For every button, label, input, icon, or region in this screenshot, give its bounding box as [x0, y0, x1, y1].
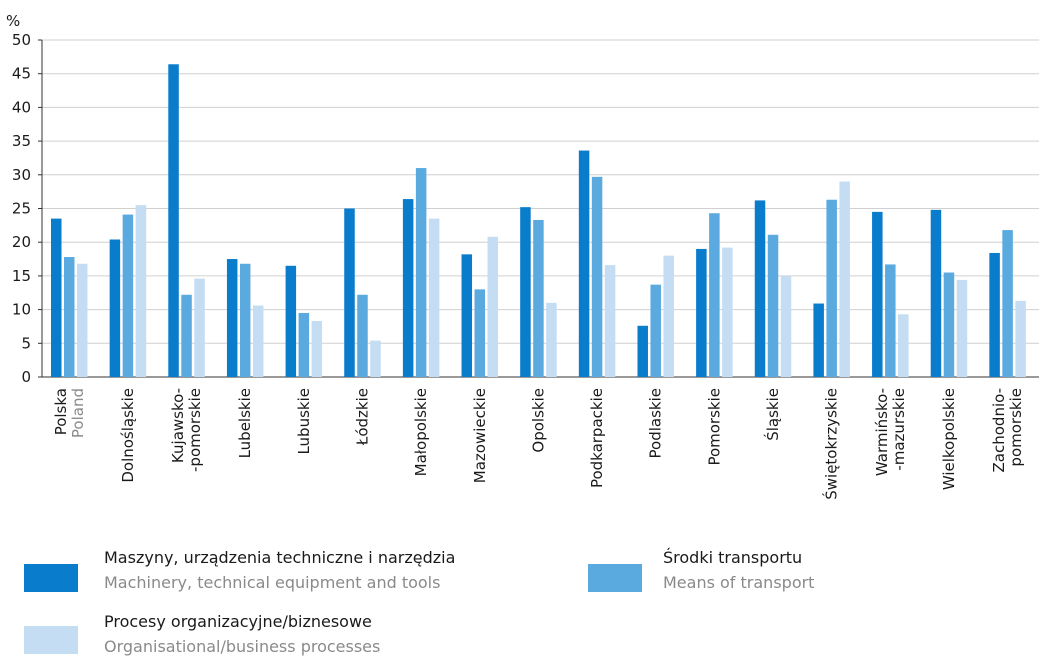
- bar-machinery: [226, 259, 238, 377]
- x-category-label: Wielkopolskie: [940, 388, 958, 490]
- bar-processes: [604, 265, 616, 377]
- bar-machinery: [51, 218, 62, 377]
- bar-chart: % 0 5 10 15 20 25 30 35 40 45 50 Polska Poland Dolnoś…: [6, 12, 1039, 500]
- bar-processes: [311, 321, 323, 377]
- bar-machinery: [872, 211, 883, 377]
- x-category-label: Polska: [52, 388, 70, 435]
- bar-processes: [194, 278, 205, 377]
- bar-machinery: [930, 209, 942, 377]
- bar-machinery: [989, 252, 1000, 377]
- legend-label-machinery: Maszyny, urządzenia techniczne i narzędz…: [104, 548, 456, 567]
- bar-transport: [122, 214, 134, 377]
- y-tick-label: 5: [21, 334, 31, 352]
- bar-transport: [533, 219, 544, 377]
- bar-processes: [77, 263, 88, 377]
- y-tick-label: 10: [12, 301, 31, 319]
- x-category-label: Kujawsko-: [169, 388, 187, 463]
- y-tick-label: 30: [12, 166, 31, 184]
- y-tick-label: 50: [12, 31, 31, 49]
- bar-processes: [370, 340, 381, 377]
- x-category-label: Mazowieckie: [471, 388, 489, 483]
- legend-label-transport-en: Means of transport: [663, 573, 815, 592]
- legend-swatch-processes: [24, 626, 78, 654]
- x-category-label: Podkarpackie: [588, 388, 606, 488]
- x-category-label: pomorskie: [1007, 388, 1025, 467]
- legend-label-processes: Procesy organizacyjne/biznesowe: [104, 612, 372, 631]
- y-unit-label: %: [6, 12, 20, 30]
- bar-processes: [956, 279, 968, 377]
- bar-machinery: [109, 239, 121, 377]
- bar-transport: [591, 176, 603, 377]
- bar-transport: [709, 213, 720, 377]
- bar-transport: [181, 294, 192, 377]
- x-category-label: Świętokrzyskie: [822, 388, 841, 500]
- bar-processes: [839, 181, 850, 377]
- y-tick-label: 45: [12, 65, 31, 83]
- x-category-label: Zachodnio-: [990, 388, 1008, 472]
- y-tick-label: 40: [12, 98, 31, 116]
- y-axis: % 0 5 10 15 20 25 30 35 40 45 50: [6, 12, 43, 386]
- bar-machinery: [344, 208, 355, 377]
- bar-transport: [474, 289, 486, 377]
- legend-swatch-transport: [588, 564, 642, 592]
- x-category-label: Dolnośląskie: [119, 388, 137, 483]
- bar-transport: [64, 257, 75, 377]
- bars: [51, 64, 1026, 377]
- bar-machinery: [754, 200, 766, 377]
- bar-machinery: [402, 199, 414, 377]
- bar-transport: [357, 294, 368, 377]
- legend-label-machinery-en: Machinery, technical equipment and tools: [104, 573, 441, 592]
- bar-machinery: [461, 254, 473, 377]
- bar-machinery: [813, 303, 824, 377]
- y-tick-label: 0: [21, 368, 31, 386]
- bar-processes: [487, 236, 499, 377]
- y-tick-label: 20: [12, 233, 31, 251]
- y-tick-label: 25: [12, 200, 31, 218]
- y-tick-label: 35: [12, 132, 31, 150]
- bar-processes: [898, 314, 909, 377]
- x-axis-labels: Polska Poland Dolnośląskie Kujawsko- -pomors…: [52, 388, 1025, 500]
- legend-label-processes-en: Organisational/business processes: [104, 637, 381, 656]
- bar-processes: [722, 247, 733, 377]
- bar-transport: [1002, 230, 1013, 377]
- legend-swatch-machinery: [24, 564, 78, 592]
- x-category-label: Opolskie: [529, 388, 547, 453]
- x-category-label: Warmińsko-: [873, 388, 891, 476]
- bar-transport: [767, 234, 779, 377]
- bar-processes: [252, 305, 264, 377]
- x-category-label: Lubuskie: [295, 388, 313, 455]
- bar-transport: [826, 199, 837, 377]
- x-category-label: Małopolskie: [412, 388, 430, 476]
- bar-machinery: [637, 325, 648, 377]
- bar-machinery: [285, 265, 297, 377]
- x-category-label: -pomorskie: [186, 388, 204, 472]
- bar-processes: [428, 218, 440, 377]
- bar-processes: [135, 205, 147, 377]
- bar-transport: [298, 312, 310, 377]
- bar-machinery: [168, 64, 179, 377]
- legend-label-transport: Środki transportu: [663, 548, 803, 567]
- x-category-label: Podlaskie: [647, 388, 665, 458]
- x-category-label: Łódzkie: [353, 388, 371, 446]
- bar-transport: [885, 264, 896, 377]
- bar-transport: [650, 284, 661, 377]
- bar-processes: [546, 302, 557, 377]
- bar-machinery: [520, 207, 531, 377]
- bar-transport: [943, 272, 955, 377]
- bar-transport: [415, 168, 427, 377]
- bar-processes: [780, 275, 792, 377]
- x-category-label: Śląskie: [763, 388, 782, 441]
- bar-machinery: [578, 150, 590, 377]
- x-category-label: Pomorskie: [705, 388, 723, 466]
- x-category-label: -mazurskie: [890, 388, 908, 471]
- bar-transport: [239, 263, 251, 377]
- x-category-label: Poland: [69, 388, 87, 438]
- x-category-label: Lubelskie: [236, 388, 254, 458]
- bar-processes: [1015, 300, 1026, 377]
- bar-processes: [663, 255, 674, 377]
- y-tick-label: 15: [12, 267, 31, 285]
- bar-machinery: [696, 248, 707, 377]
